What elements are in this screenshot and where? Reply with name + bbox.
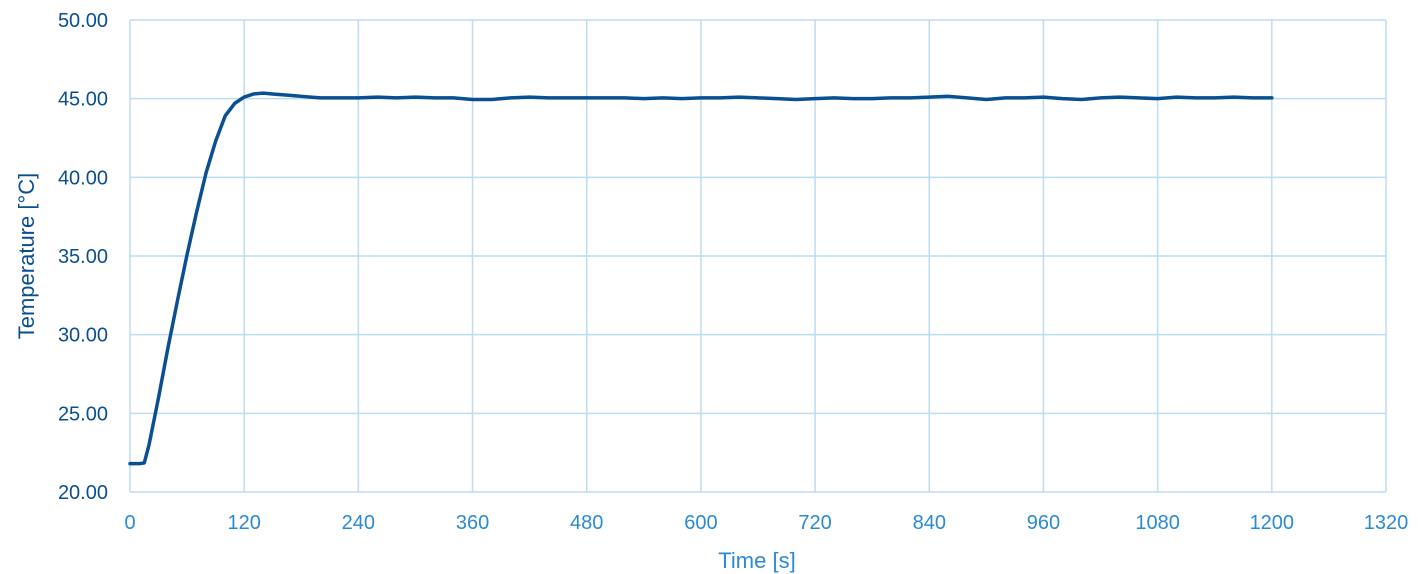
y-tick-label: 25.00 — [58, 403, 108, 425]
x-axis-title: Time [s] — [718, 548, 795, 573]
y-tick-label: 45.00 — [58, 89, 108, 111]
x-tick-label: 1320 — [1364, 512, 1409, 534]
x-tick-label: 1200 — [1250, 512, 1295, 534]
x-tick-label: 840 — [913, 512, 946, 534]
x-tick-labels: 0 120 240 360 480 600 720 840 960 1080 1200 1320 — [124, 512, 1408, 534]
x-tick-label: 120 — [227, 512, 260, 534]
x-tick-label: 1080 — [1135, 512, 1180, 534]
x-tick-label: 360 — [456, 512, 489, 534]
y-tick-label: 20.00 — [58, 482, 108, 504]
x-tick-label: 480 — [570, 512, 603, 534]
x-tick-label: 720 — [798, 512, 831, 534]
grid-lines — [129, 19, 1387, 493]
x-tick-label: 240 — [342, 512, 375, 534]
temperature-series-line — [128, 91, 1274, 466]
y-tick-label: 35.00 — [58, 246, 108, 268]
x-tick-label: 600 — [684, 512, 717, 534]
x-tick-label: 960 — [1027, 512, 1060, 534]
y-tick-label: 30.00 — [58, 325, 108, 347]
y-tick-label: 50.00 — [58, 10, 108, 32]
y-tick-labels: 20.00 25.00 30.00 35.00 40.00 45.00 50.00 — [58, 10, 108, 504]
y-tick-label: 40.00 — [58, 167, 108, 189]
x-tick-label: 0 — [124, 512, 135, 534]
y-axis-title: Temperature [°C] — [14, 173, 39, 340]
